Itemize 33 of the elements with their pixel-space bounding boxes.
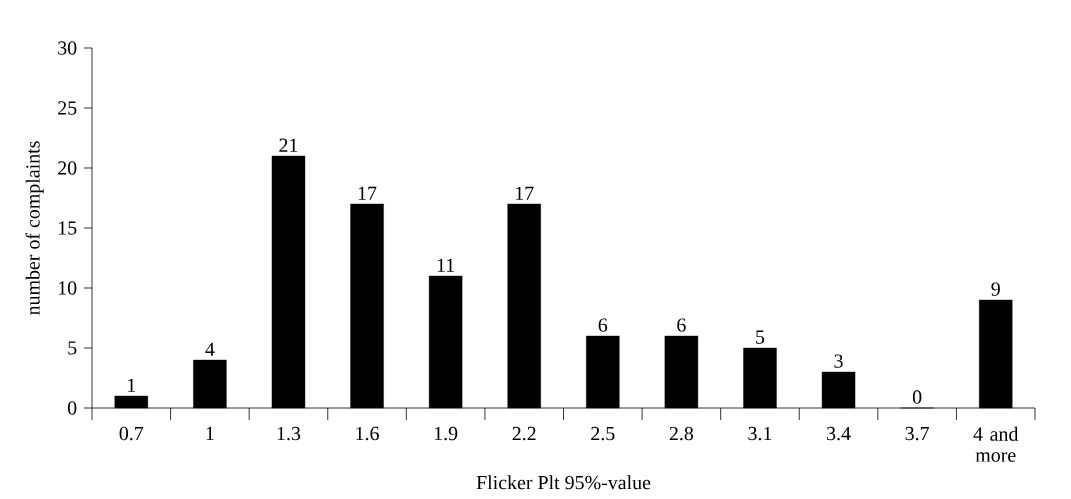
data-label: 5 <box>756 330 765 344</box>
x-tick-label: 2.5 <box>591 426 615 441</box>
y-tick-label: 10 <box>58 281 77 295</box>
x-tick-label: 3.7 <box>905 426 930 441</box>
x-tick-label: 0.7 <box>119 426 144 441</box>
data-label: 9 <box>991 282 1000 296</box>
x-tick-label: 2.2 <box>512 426 536 441</box>
x-tick-label: 4 and more <box>973 426 1019 462</box>
y-tick-label: 20 <box>58 161 77 175</box>
x-tick-label: 1 <box>206 426 214 440</box>
y-tick-label: 25 <box>58 101 77 115</box>
x-tick-label: 1.9 <box>434 426 458 441</box>
x-tick-label: 1.3 <box>277 426 301 441</box>
data-label: 4 <box>205 342 215 356</box>
data-label: 3 <box>834 354 843 368</box>
y-tick-label: 15 <box>58 221 77 235</box>
data-label: 0 <box>912 390 922 404</box>
data-label: 6 <box>677 318 686 332</box>
x-tick-label: 3.4 <box>827 426 851 441</box>
x-tick-label: 1.6 <box>356 426 379 441</box>
x-tick-label: 3.1 <box>748 426 772 441</box>
data-label: 17 <box>516 186 534 200</box>
y-tick-label: 0 <box>67 401 77 415</box>
y-axis-title: number of complaints <box>25 141 44 315</box>
x-tick-label: 2.8 <box>669 426 694 441</box>
x-axis-title: Flicker Plt 95%-value <box>476 475 651 490</box>
y-tick-label: 30 <box>58 41 77 55</box>
y-tick-label: 5 <box>68 341 77 355</box>
data-label: 11 <box>437 258 455 272</box>
data-label: 6 <box>598 318 608 332</box>
data-label: 21 <box>279 138 298 152</box>
data-label: 17 <box>358 186 377 200</box>
data-label: 1 <box>128 378 136 392</box>
